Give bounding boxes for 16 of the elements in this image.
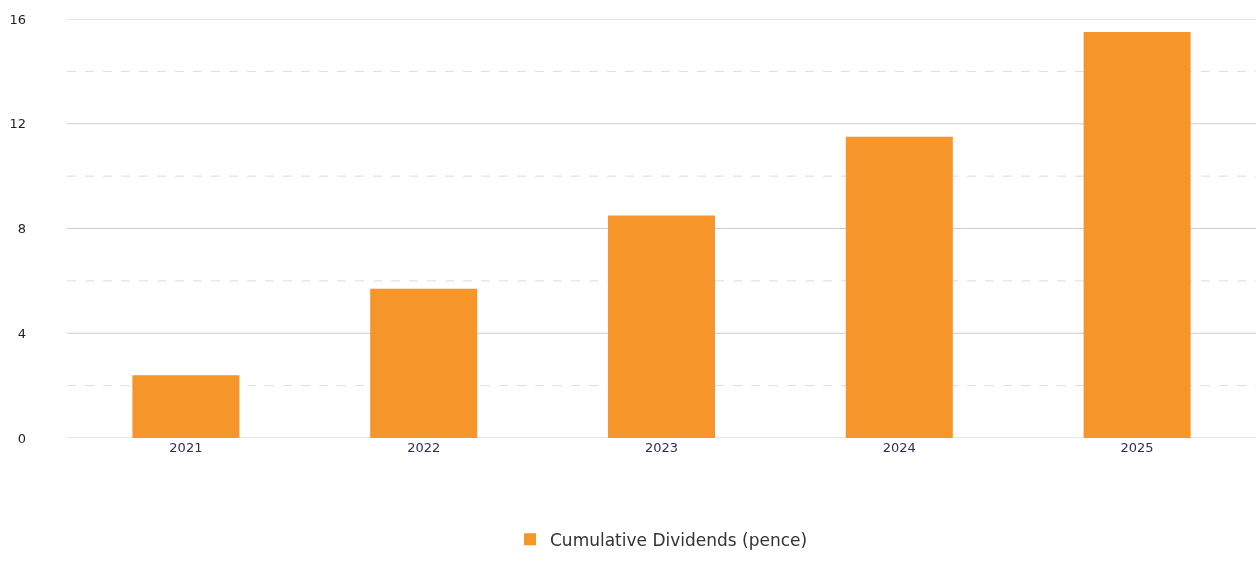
y-tick-label: 4	[17, 325, 26, 341]
y-tick-label: 16	[9, 11, 26, 27]
bar	[132, 375, 240, 438]
y-tick-label: 12	[9, 116, 26, 132]
x-tick-label: 2023	[644, 440, 679, 455]
legend-label: Cumulative Dividends (pence)	[550, 529, 808, 550]
bar	[845, 136, 953, 438]
x-tick-label: 2021	[169, 440, 203, 455]
bar	[608, 215, 716, 438]
bar	[370, 288, 478, 438]
x-tick-label: 2024	[882, 440, 916, 455]
y-tick-label: 0	[17, 430, 26, 446]
y-tick-label: 8	[17, 221, 26, 237]
x-tick-label: 2022	[407, 440, 441, 455]
x-tick-label: 2025	[1120, 440, 1154, 455]
bar	[1083, 32, 1191, 438]
